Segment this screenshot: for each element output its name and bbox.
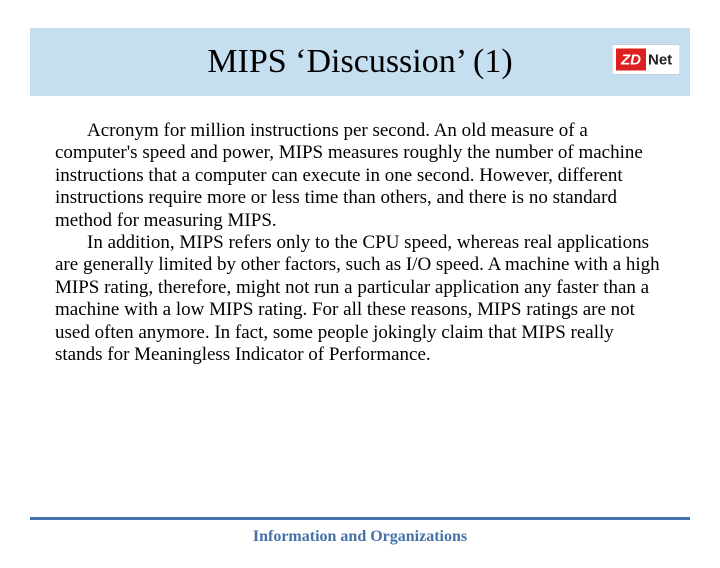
slide-title: MIPS ‘Discussion’ (1): [207, 43, 512, 81]
body-content: Acronym for million instructions per sec…: [55, 120, 665, 366]
zdnet-logo: ZD Net: [612, 45, 680, 80]
title-bar: MIPS ‘Discussion’ (1) ZD Net: [30, 28, 690, 96]
paragraph-1: Acronym for million instructions per sec…: [55, 120, 665, 232]
logo-right-text: Net: [648, 52, 672, 69]
footer-divider: [30, 517, 690, 520]
logo-left-text: ZD: [620, 52, 641, 69]
slide: MIPS ‘Discussion’ (1) ZD Net Acronym for…: [0, 28, 720, 568]
paragraph-2: In addition, MIPS refers only to the CPU…: [55, 232, 665, 366]
footer-text: Information and Organizations: [0, 528, 720, 546]
